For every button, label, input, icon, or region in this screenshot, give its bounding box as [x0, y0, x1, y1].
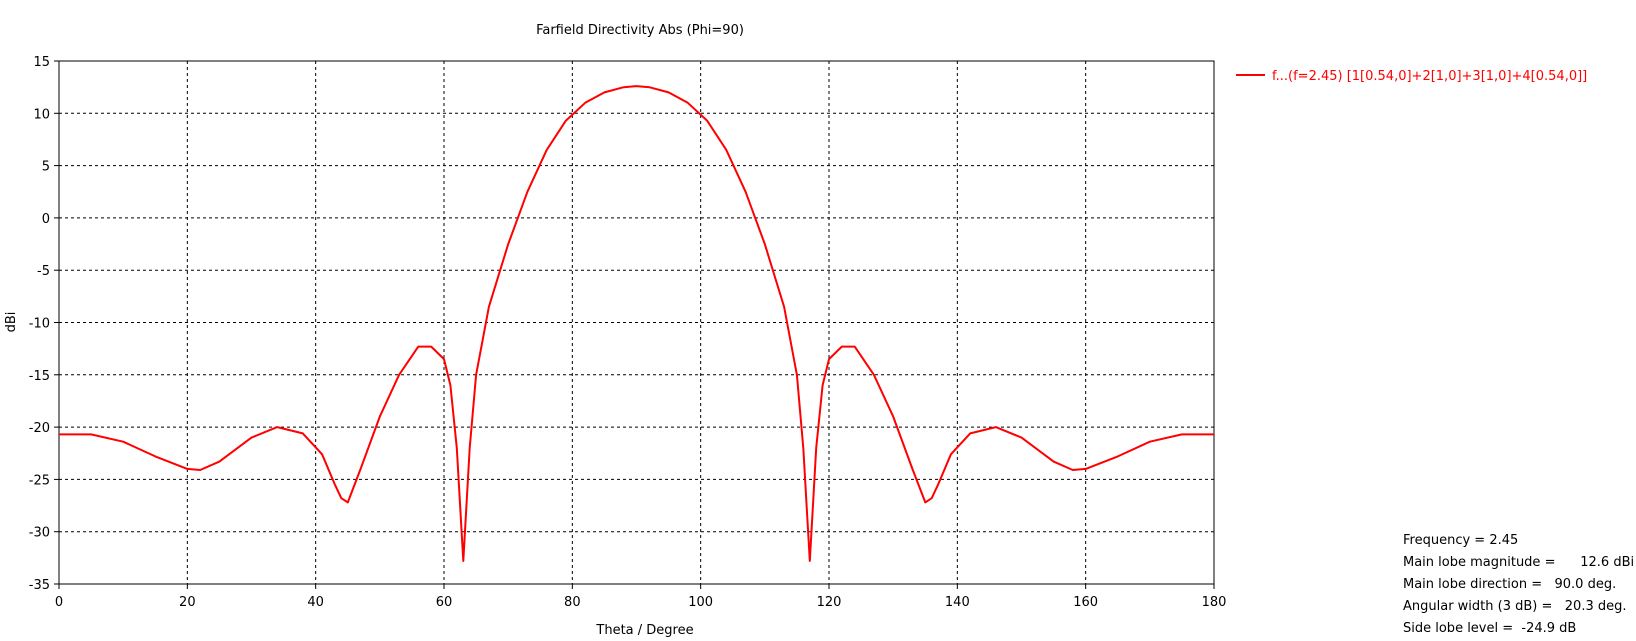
main-lobe-direction-readout: Main lobe direction = 90.0 deg.: [1403, 577, 1617, 592]
x-axis-ticks: 0 20 40 60 80 100 120 140 160 180: [55, 584, 1227, 610]
series-line: [59, 85, 1214, 562]
main-lobe-magnitude-readout: Main lobe magnitude = 12.6 dBi: [1403, 555, 1635, 570]
side-lobe-level-readout: Side lobe level = -24.9 dB: [1403, 621, 1577, 636]
y-tick-label: -30: [29, 526, 50, 541]
y-tick-label: 15: [33, 55, 50, 70]
series-lines: [59, 85, 1214, 562]
x-tick-label: 180: [1202, 595, 1227, 610]
x-tick-label: 100: [688, 595, 713, 610]
y-axis-label: dBi: [4, 312, 19, 333]
x-axis-label: Theta / Degree: [595, 623, 693, 638]
x-tick-label: 80: [564, 595, 581, 610]
y-tick-label: -20: [29, 421, 50, 436]
x-tick-label: 40: [307, 595, 324, 610]
angular-width-readout: Angular width (3 dB) = 20.3 deg.: [1403, 599, 1627, 614]
farfield-info-panel: Frequency = 2.45 Main lobe magnitude = 1…: [1403, 530, 1634, 640]
legend-entry: f...(f=2.45) [1[0.54,0]+2[1,0]+3[1,0]+4[…: [1272, 69, 1587, 84]
y-tick-label: -15: [29, 369, 50, 384]
grid: [59, 61, 1214, 584]
y-axis-ticks: 15 10 5 0 -5 -10 -15 -20 -25 -30 -35: [29, 55, 59, 593]
x-tick-label: 0: [55, 595, 63, 610]
x-tick-label: 160: [1073, 595, 1098, 610]
x-tick-label: 20: [179, 595, 196, 610]
frequency-readout: Frequency = 2.45: [1403, 533, 1519, 548]
chart-title: Farfield Directivity Abs (Phi=90): [536, 23, 744, 38]
legend: f...(f=2.45) [1[0.54,0]+2[1,0]+3[1,0]+4[…: [1236, 69, 1587, 84]
y-tick-label: -10: [29, 317, 50, 332]
x-tick-label: 140: [945, 595, 970, 610]
y-tick-label: 10: [33, 107, 50, 122]
y-tick-label: -5: [37, 264, 50, 279]
x-tick-label: 120: [817, 595, 842, 610]
y-tick-label: -25: [29, 473, 50, 488]
y-tick-label: 5: [42, 160, 50, 175]
y-tick-label: -35: [29, 578, 50, 593]
y-tick-label: 0: [42, 212, 50, 227]
x-tick-label: 60: [436, 595, 453, 610]
